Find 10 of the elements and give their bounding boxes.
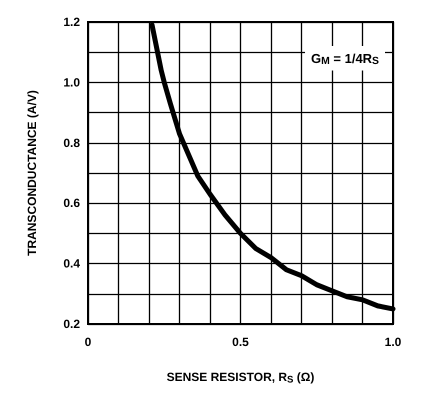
x-tick-label: 0: [84, 335, 92, 349]
y-tick-label: 0.2: [63, 317, 80, 331]
y-tick-label: 1.0: [63, 75, 80, 90]
x-tick-label: 1.0: [384, 335, 402, 349]
x-tick-label: 0.5: [232, 335, 250, 349]
y-tick-label: 1.2: [63, 15, 80, 29]
y-tick-label: 0.8: [63, 136, 80, 150]
y-axis-title: TRANSCONDUCTANCE (A/V): [25, 90, 39, 256]
y-tick-label: 0.6: [63, 196, 80, 210]
y-tick-label: 0.4: [63, 256, 80, 271]
